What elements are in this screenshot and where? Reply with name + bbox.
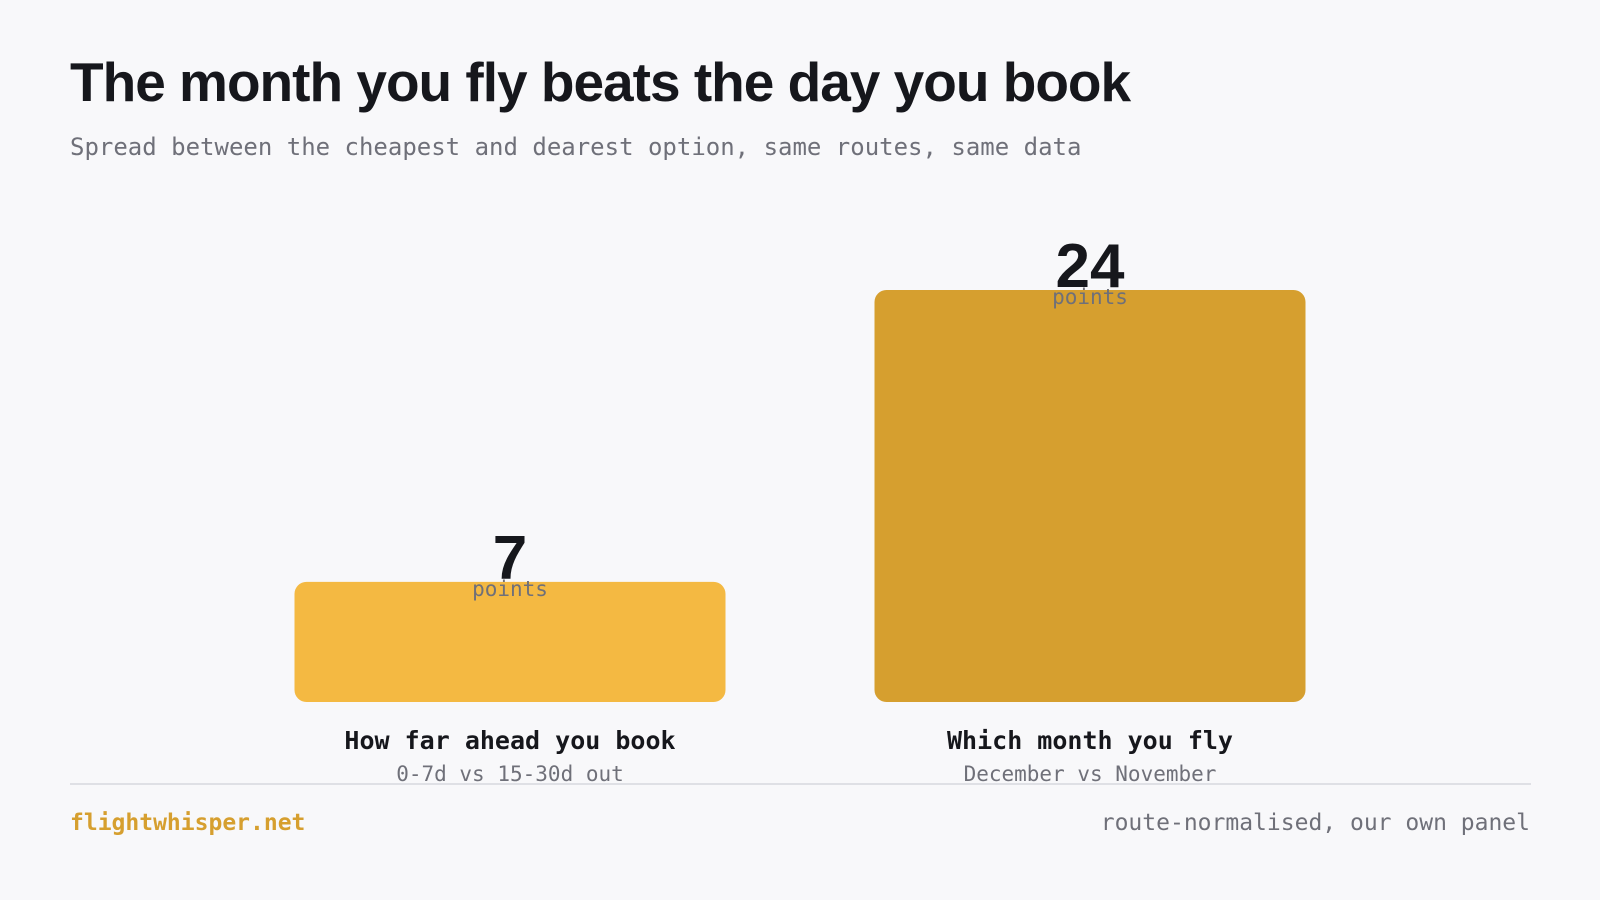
footer-note: route-normalised, our own panel (1100, 810, 1530, 836)
value-label-2: 24 (1056, 232, 1125, 301)
category-sublabel-1: 0-7d vs 15-30d out (396, 762, 624, 786)
value-unit-label-1: points (472, 577, 548, 601)
footer-brand[interactable]: flightwhisper.net (70, 810, 306, 836)
value-label-1: 7 (493, 524, 527, 593)
category-sublabel-2: December vs November (964, 762, 1217, 786)
bar-2 (874, 290, 1306, 702)
value-unit-label-2: points (1052, 285, 1128, 309)
category-label-1: How far ahead you book (344, 726, 675, 755)
bar-1 (294, 581, 726, 702)
chart-subtitle: Spread between the cheapest and dearest … (70, 133, 1082, 161)
footer-divider (70, 783, 1531, 785)
chart-title: The month you fly beats the day you book (70, 51, 1131, 113)
category-label-2: Which month you fly (947, 726, 1233, 755)
